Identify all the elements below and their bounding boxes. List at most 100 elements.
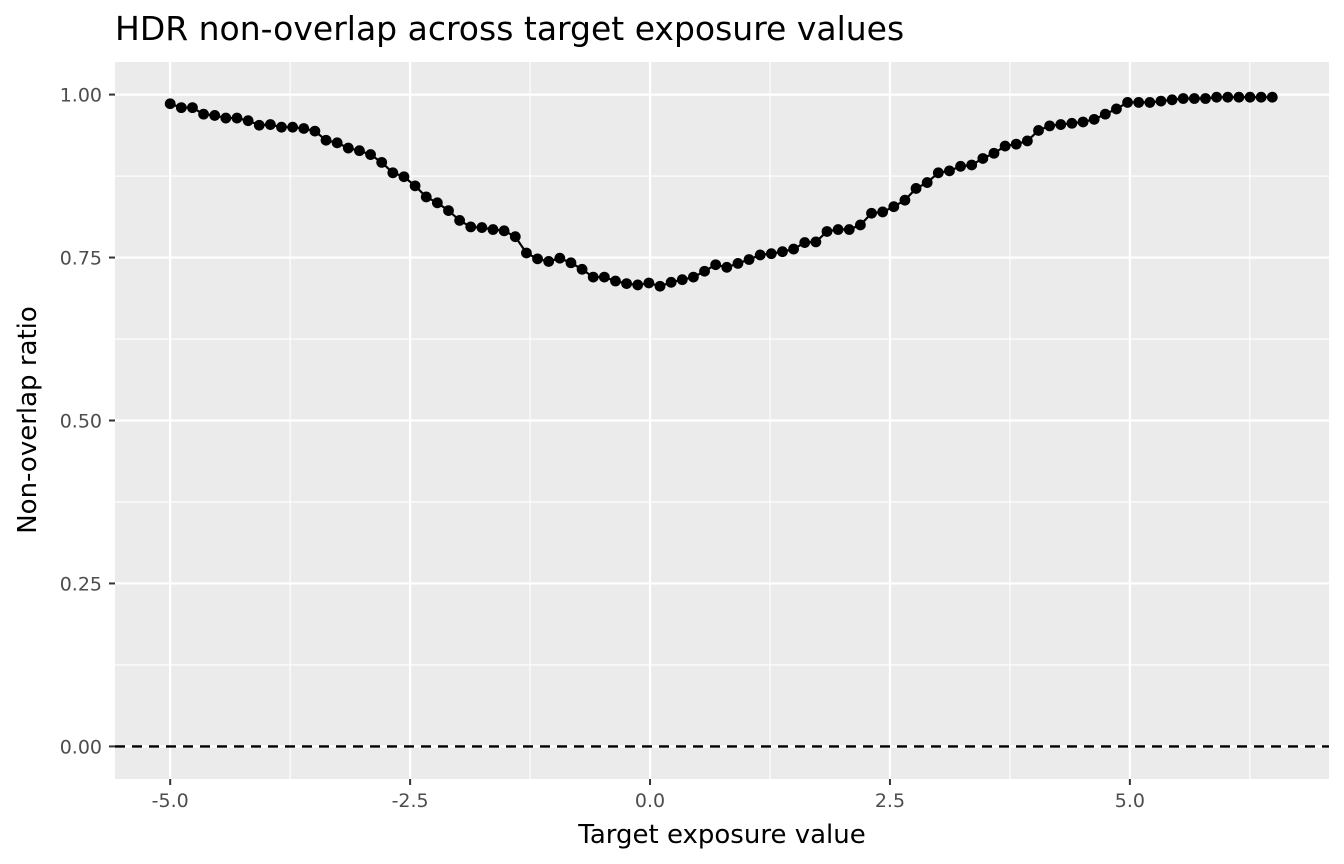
data-point bbox=[175, 102, 187, 114]
data-point bbox=[1266, 91, 1278, 103]
data-point bbox=[610, 275, 621, 287]
data-point bbox=[298, 123, 310, 134]
x-tick-label: 5.0 bbox=[1115, 790, 1145, 812]
data-point bbox=[198, 108, 209, 120]
data-point bbox=[1133, 97, 1145, 108]
data-point bbox=[309, 125, 321, 137]
data-point bbox=[910, 183, 922, 194]
data-point bbox=[320, 134, 332, 146]
series-layer bbox=[164, 91, 1278, 292]
data-point bbox=[431, 197, 443, 209]
y-tick-label: 1.00 bbox=[60, 85, 102, 107]
data-point bbox=[1122, 97, 1133, 108]
data-point bbox=[409, 180, 421, 192]
data-point bbox=[443, 205, 454, 217]
data-point bbox=[1088, 113, 1100, 125]
data-point bbox=[676, 274, 688, 286]
data-point bbox=[1244, 91, 1256, 103]
data-point bbox=[966, 159, 978, 171]
data-point bbox=[788, 243, 799, 255]
data-point bbox=[1077, 116, 1089, 128]
data-point bbox=[187, 102, 198, 114]
data-point bbox=[543, 256, 555, 267]
data-point bbox=[1200, 93, 1211, 104]
data-point bbox=[1144, 97, 1156, 108]
data-point bbox=[576, 263, 588, 275]
data-point bbox=[632, 279, 644, 291]
data-point bbox=[810, 236, 822, 248]
y-tick-label: 0.25 bbox=[60, 573, 102, 595]
data-point bbox=[977, 153, 989, 164]
data-point bbox=[1099, 108, 1111, 120]
data-point bbox=[866, 207, 877, 219]
data-point bbox=[643, 277, 655, 289]
data-point bbox=[665, 276, 677, 288]
data-point bbox=[743, 254, 755, 265]
x-tick-label: -2.5 bbox=[392, 790, 429, 812]
data-point bbox=[376, 156, 388, 168]
data-point bbox=[821, 226, 833, 237]
y-axis-title: Non-overlap ratio bbox=[13, 306, 43, 534]
data-point bbox=[1155, 95, 1167, 107]
data-point bbox=[276, 121, 287, 133]
data-point bbox=[1222, 91, 1234, 103]
x-axis: -5.0 -2.5 0.0 2.5 5.0 bbox=[152, 779, 1145, 812]
y-tick-label: 0.00 bbox=[60, 736, 102, 758]
data-point bbox=[287, 121, 299, 133]
data-point bbox=[999, 140, 1011, 152]
data-point bbox=[565, 257, 577, 269]
data-point bbox=[699, 265, 710, 277]
data-point bbox=[387, 167, 399, 179]
data-point bbox=[877, 206, 889, 218]
data-point bbox=[164, 98, 176, 110]
y-tick-label: 0.50 bbox=[60, 411, 102, 433]
x-tick-label: -5.0 bbox=[152, 790, 189, 812]
data-point bbox=[509, 231, 521, 243]
major-gridlines bbox=[115, 62, 1329, 779]
data-point bbox=[710, 259, 722, 271]
data-point bbox=[955, 160, 966, 172]
data-point bbox=[598, 271, 610, 283]
data-point bbox=[888, 201, 900, 213]
x-tick-label: 0.0 bbox=[635, 790, 665, 812]
data-point bbox=[253, 119, 265, 131]
data-point bbox=[231, 112, 243, 124]
data-point bbox=[209, 110, 221, 121]
data-point bbox=[688, 271, 699, 283]
data-point bbox=[1233, 91, 1245, 103]
series-line bbox=[169, 96, 1273, 288]
y-axis: 0.00 0.25 0.50 0.75 1.00 bbox=[60, 85, 115, 758]
data-point bbox=[1066, 117, 1078, 129]
data-point bbox=[721, 261, 733, 273]
data-point bbox=[1021, 135, 1033, 147]
data-point bbox=[521, 247, 532, 259]
chart-title: HDR non-overlap across target exposure v… bbox=[115, 9, 904, 48]
data-point bbox=[754, 249, 766, 261]
x-axis-title: Target exposure value bbox=[577, 820, 865, 850]
data-point bbox=[1211, 91, 1223, 103]
data-point bbox=[1111, 103, 1122, 115]
data-point bbox=[554, 252, 566, 264]
data-point bbox=[476, 222, 488, 233]
data-point bbox=[1166, 94, 1178, 106]
data-point bbox=[465, 221, 477, 233]
data-point bbox=[1033, 125, 1044, 136]
data-point bbox=[654, 280, 666, 292]
data-point bbox=[454, 214, 466, 226]
data-point bbox=[843, 224, 855, 235]
data-point bbox=[264, 119, 276, 130]
data-point bbox=[944, 165, 955, 177]
data-point bbox=[732, 258, 744, 269]
data-point bbox=[1010, 138, 1022, 150]
data-point bbox=[765, 248, 777, 260]
data-point bbox=[220, 112, 232, 124]
data-point bbox=[988, 147, 1000, 159]
data-point bbox=[799, 237, 811, 248]
data-point bbox=[331, 137, 343, 149]
data-point bbox=[899, 194, 911, 206]
data-point bbox=[1188, 93, 1200, 104]
data-point bbox=[420, 191, 432, 203]
data-point bbox=[854, 219, 866, 231]
data-point bbox=[1177, 93, 1189, 104]
